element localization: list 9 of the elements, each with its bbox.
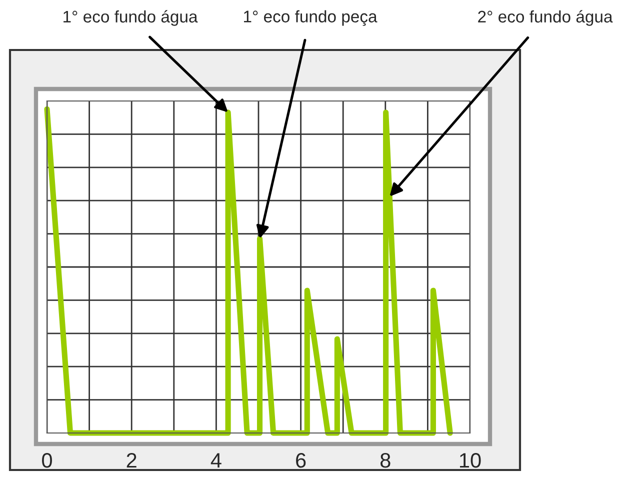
annotation: 1° eco fundo peça (244, 10, 378, 26)
x-tick-label: 6 (296, 452, 306, 468)
annotation: 2° eco fundo água (478, 10, 613, 26)
annotation: 1° eco fundo água (64, 10, 198, 26)
x-tick-label: 4 (210, 453, 222, 468)
x-tick-label: 10 (460, 452, 481, 468)
x-tick-label: 2 (126, 452, 136, 468)
x-tick-label: 0 (42, 452, 52, 468)
x-tick-label: 8 (380, 452, 390, 468)
